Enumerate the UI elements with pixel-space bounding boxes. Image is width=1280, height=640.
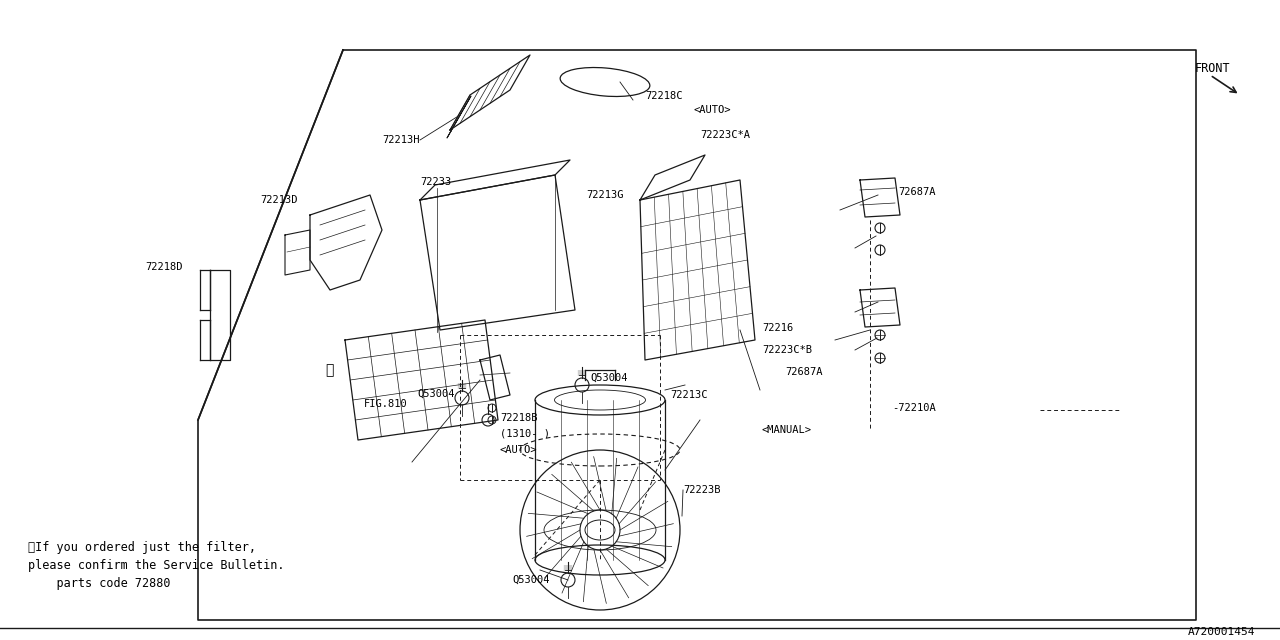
Text: please confirm the Service Bulletin.: please confirm the Service Bulletin. [28, 559, 284, 573]
Text: <AUTO>: <AUTO> [692, 105, 731, 115]
Text: ※If you ordered just the filter,: ※If you ordered just the filter, [28, 541, 256, 554]
Text: 72218C: 72218C [645, 91, 682, 101]
Text: Q53004: Q53004 [590, 373, 627, 383]
Text: ※: ※ [325, 363, 333, 377]
Text: 72223C*B: 72223C*B [762, 345, 812, 355]
Text: 72218D: 72218D [145, 262, 183, 272]
Text: <MANUAL>: <MANUAL> [762, 425, 812, 435]
Text: -72210A: -72210A [892, 403, 936, 413]
Text: 72213G: 72213G [586, 190, 623, 200]
Text: 72213C: 72213C [669, 390, 708, 400]
Text: 72223B: 72223B [684, 485, 721, 495]
Text: (1310- ): (1310- ) [500, 429, 550, 439]
Text: A720001454: A720001454 [1188, 627, 1254, 637]
Text: 72218B: 72218B [500, 413, 538, 423]
Text: 72223C*A: 72223C*A [700, 130, 750, 140]
Text: 72687A: 72687A [785, 367, 823, 377]
Text: parts code 72880: parts code 72880 [28, 577, 170, 591]
Text: <AUTO>: <AUTO> [500, 445, 538, 455]
Text: FIG.810: FIG.810 [365, 399, 408, 409]
Text: 72216: 72216 [762, 323, 794, 333]
Text: Q53004: Q53004 [417, 389, 454, 399]
Text: 72213H: 72213H [383, 135, 420, 145]
Text: 72233: 72233 [420, 177, 452, 187]
Text: Q53004: Q53004 [512, 575, 550, 585]
Text: 72687A: 72687A [899, 187, 936, 197]
Text: 72213D: 72213D [260, 195, 297, 205]
Text: FRONT: FRONT [1196, 61, 1230, 74]
